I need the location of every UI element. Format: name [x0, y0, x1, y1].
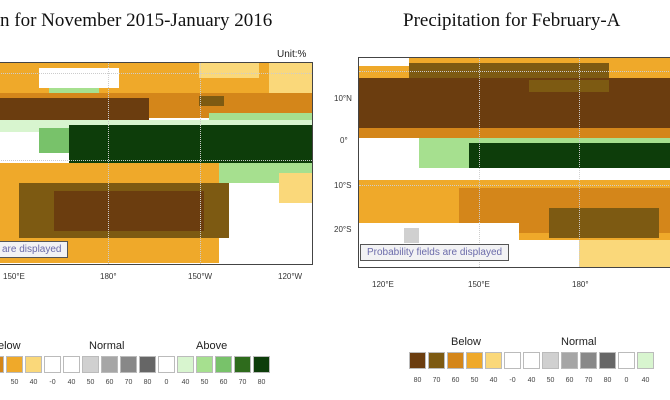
- legend-value: 70: [432, 377, 441, 384]
- legend-swatch: [120, 356, 137, 373]
- left-map-title: n for November 2015-January 2016: [0, 10, 273, 31]
- lon-tick: 180°: [100, 272, 117, 281]
- unit-label: Unit:%: [277, 49, 307, 60]
- legend-value: 50: [86, 379, 95, 386]
- lon-tick: 150°E: [3, 272, 25, 281]
- legend-value: 0: [164, 379, 169, 386]
- legend-swatch: [485, 352, 502, 369]
- legend-value: 50: [470, 377, 479, 384]
- legend-value: 40: [489, 377, 498, 384]
- legend-swatch: [196, 356, 213, 373]
- legend-swatch: [253, 356, 270, 373]
- lon-tick: 120°W: [278, 272, 303, 281]
- legend-swatch: [428, 352, 445, 369]
- legend-value: 40: [67, 379, 76, 386]
- legend-swatch: [139, 356, 156, 373]
- legend-swatch: [82, 356, 99, 373]
- legend-swatch: [504, 352, 521, 369]
- legend-value: 60: [565, 377, 574, 384]
- legend-swatch: [63, 356, 80, 373]
- right-map-title: Precipitation for February-A: [403, 10, 621, 31]
- legend-value: 60: [105, 379, 114, 386]
- legend-below-label: elow: [0, 340, 21, 352]
- legend-value: 70: [124, 379, 133, 386]
- right-forecast-map: Probability fields are displayed: [358, 57, 670, 268]
- legend-value: 70: [238, 379, 247, 386]
- legend-swatch: [44, 356, 61, 373]
- legend-value: 40: [527, 377, 536, 384]
- lat-tick: 0°: [340, 136, 348, 145]
- legend-swatch: [561, 352, 578, 369]
- legend-above-label: Above: [196, 340, 228, 352]
- legend-value: 50: [200, 379, 209, 386]
- legend-swatch: [618, 352, 635, 369]
- legend-swatch: [599, 352, 616, 369]
- legend-swatch: [101, 356, 118, 373]
- legend-below-label: Below: [451, 336, 481, 348]
- legend-swatch: [409, 352, 426, 369]
- probability-note: Probability fields are displayed: [360, 244, 510, 261]
- legend-swatch: [580, 352, 597, 369]
- legend-swatch: [466, 352, 483, 369]
- left-forecast-map: are displayed: [0, 62, 313, 265]
- legend-value: 80: [413, 377, 422, 384]
- legend-swatch: [158, 356, 175, 373]
- legend-value: 70: [584, 377, 593, 384]
- legend-normal-label: Normal: [561, 336, 597, 348]
- legend-swatch: [447, 352, 464, 369]
- lat-tick: 10°S: [334, 181, 352, 190]
- legend-value: 40: [641, 377, 650, 384]
- legend-swatch: [542, 352, 559, 369]
- legend-swatch: [177, 356, 194, 373]
- legend-value: 60: [219, 379, 228, 386]
- legend-value: 50: [10, 379, 19, 386]
- legend-value: 0: [624, 377, 629, 384]
- legend-value: 40: [29, 379, 38, 386]
- lon-tick: 120°E: [372, 280, 394, 289]
- legend-swatch: [637, 352, 654, 369]
- legend-value: -0: [509, 377, 516, 384]
- legend-value: 80: [603, 377, 612, 384]
- lat-tick: 20°S: [334, 225, 352, 234]
- lon-tick: 150°E: [468, 280, 490, 289]
- legend-value: 50: [546, 377, 555, 384]
- legend-value: 40: [181, 379, 190, 386]
- legend-value: 60: [451, 377, 460, 384]
- legend-value: -0: [49, 379, 56, 386]
- legend-swatch: [234, 356, 251, 373]
- legend-swatch: [6, 356, 23, 373]
- legend-swatch: [523, 352, 540, 369]
- legend-value: 80: [143, 379, 152, 386]
- legend-swatch: [0, 356, 4, 373]
- probability-note: are displayed: [0, 241, 69, 258]
- legend-swatch: [25, 356, 42, 373]
- legend-swatch: [215, 356, 232, 373]
- lat-tick: 10°N: [334, 94, 352, 103]
- lon-tick: 150°W: [188, 272, 213, 281]
- legend-value: 80: [257, 379, 266, 386]
- legend-normal-label: Normal: [89, 340, 125, 352]
- lon-tick: 180°: [572, 280, 589, 289]
